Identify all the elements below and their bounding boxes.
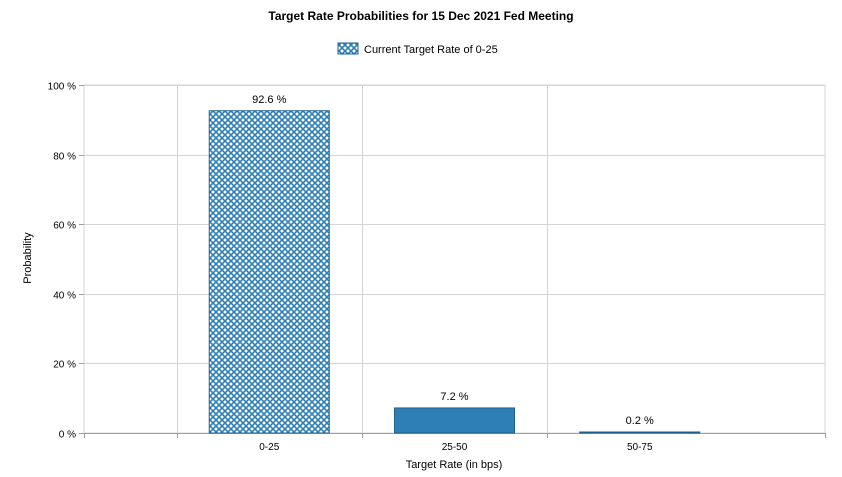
bar-50-75 bbox=[579, 431, 701, 434]
x-axis-label: Target Rate (in bps) bbox=[406, 459, 503, 471]
data-label: 92.6 % bbox=[252, 94, 286, 106]
legend-swatch bbox=[337, 42, 359, 55]
y-tick-label: 60 % bbox=[53, 221, 76, 232]
data-label: 7.2 % bbox=[440, 391, 468, 403]
plot-frame bbox=[83, 84, 826, 434]
y-tick-label: 40 % bbox=[53, 291, 76, 302]
bar-25-50 bbox=[394, 407, 515, 434]
x-tick-label: 50-75 bbox=[627, 442, 653, 453]
y-tick-label: 100 % bbox=[48, 82, 76, 93]
chart-title: Target Rate Probabilities for 15 Dec 202… bbox=[268, 9, 573, 23]
y-tick-label: 80 % bbox=[53, 152, 76, 163]
legend: Current Target Rate of 0-25 bbox=[337, 42, 498, 56]
bar-0-25 bbox=[208, 110, 330, 434]
legend-entry: Current Target Rate of 0-25 bbox=[364, 44, 498, 56]
data-label: 0.2 % bbox=[626, 415, 654, 427]
x-tick-label: 0-25 bbox=[259, 442, 279, 453]
y-axis-label: Probability bbox=[22, 232, 34, 284]
x-tick-label: 25-50 bbox=[442, 442, 468, 453]
y-tick-label: 0 % bbox=[59, 430, 76, 441]
y-tick-label: 20 % bbox=[53, 360, 76, 371]
plot-area: 0 % 20 % 40 % 60 % 80 % 100 % 92.6 % 0-25 7.2 % 2… bbox=[48, 82, 826, 453]
